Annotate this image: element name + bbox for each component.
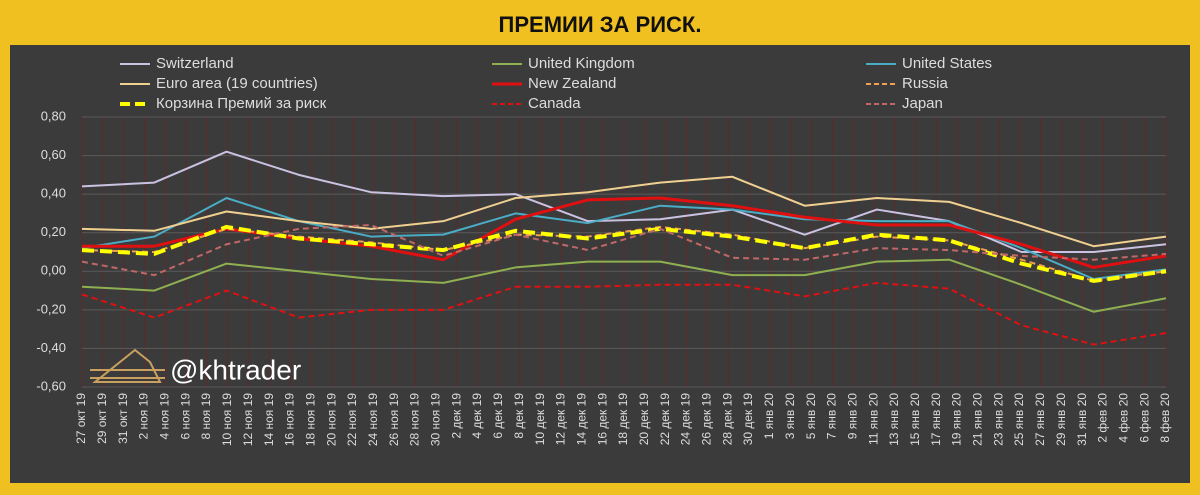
x-tick-label: 24 ноя 19 [366, 393, 380, 446]
x-tick-label: 10 ноя 19 [220, 393, 234, 446]
x-tick-label: 3 янв 20 [783, 393, 797, 440]
x-tick-label: 18 дек 19 [616, 393, 630, 446]
y-tick-label: 0,20 [41, 224, 66, 239]
y-tick-label: -0,20 [36, 301, 66, 316]
x-tick-label: 25 янв 20 [1012, 393, 1026, 446]
legend-label: Japan [902, 95, 943, 112]
legend-label: United States [902, 55, 992, 72]
x-tick-label: 12 дек 19 [554, 393, 568, 446]
x-tick-label: 21 янв 20 [971, 393, 985, 446]
x-tick-label: 13 янв 20 [887, 393, 901, 446]
x-tick-label: 8 ноя 19 [199, 393, 213, 440]
x-tick-label: 28 ноя 19 [408, 393, 422, 446]
legend-label: Russia [902, 75, 949, 92]
x-tick-label: 12 ноя 19 [241, 393, 255, 446]
x-tick-label: 29 янв 20 [1054, 393, 1068, 446]
x-tick-label: 8 фев 20 [1158, 393, 1172, 443]
x-tick-label: 29 окт 19 [95, 393, 109, 444]
series-line [81, 281, 1167, 346]
x-tick-label: 16 дек 19 [595, 393, 609, 446]
x-tick-label: 22 ноя 19 [345, 393, 359, 446]
x-tick-label: 28 дек 19 [720, 393, 734, 446]
x-tick-label: 19 янв 20 [950, 393, 964, 446]
series-line [81, 150, 1167, 253]
x-tick-label: 7 янв 20 [825, 393, 839, 440]
x-tick-label: 14 дек 19 [574, 393, 588, 446]
series-line [81, 175, 1167, 248]
x-tick-label: 6 дек 19 [491, 393, 505, 439]
series-line [81, 258, 1167, 313]
x-tick-label: 10 дек 19 [533, 393, 547, 446]
y-tick-label: 0,40 [41, 186, 66, 201]
x-tick-label: 20 дек 19 [637, 393, 651, 446]
legend-label: New Zealand [528, 75, 616, 92]
x-tick-label: 16 ноя 19 [283, 393, 297, 446]
series-line [81, 224, 1167, 277]
x-tick-label: 20 ноя 19 [324, 393, 338, 446]
y-tick-label: 0,00 [41, 263, 66, 278]
x-tick-label: 14 ноя 19 [262, 393, 276, 446]
x-tick-label: 2 фев 20 [1096, 393, 1110, 443]
y-tick-label: 0,80 [41, 108, 66, 123]
y-tick-label: 0,60 [41, 147, 66, 162]
x-tick-label: 4 фев 20 [1116, 393, 1130, 443]
x-tick-label: 26 дек 19 [700, 393, 714, 446]
x-tick-label: 31 окт 19 [116, 393, 130, 444]
x-tick-label: 15 янв 20 [908, 393, 922, 446]
watermark-icon [90, 348, 165, 383]
x-tick-label: 30 ноя 19 [429, 393, 443, 446]
x-tick-label: 27 окт 19 [74, 393, 88, 444]
legend-label: Switzerland [156, 55, 234, 72]
legend-label: Canada [528, 95, 581, 112]
x-tick-label: 4 ноя 19 [158, 393, 172, 440]
x-tick-label: 2 дек 19 [449, 393, 463, 439]
x-tick-label: 31 янв 20 [1075, 393, 1089, 446]
x-tick-label: 8 дек 19 [512, 393, 526, 439]
legend-label: United Kingdom [528, 55, 635, 72]
x-tick-label: 30 дек 19 [741, 393, 755, 446]
x-tick-label: 23 янв 20 [991, 393, 1005, 446]
x-tick-label: 6 ноя 19 [178, 393, 192, 440]
x-tick-label: 18 ноя 19 [303, 393, 317, 446]
x-tick-label: 4 дек 19 [470, 393, 484, 439]
y-tick-label: -0,40 [36, 340, 66, 355]
watermark: @khtrader [170, 354, 301, 385]
x-tick-label: 22 дек 19 [658, 393, 672, 446]
x-tick-label: 1 янв 20 [762, 393, 776, 440]
x-tick-label: 17 янв 20 [929, 393, 943, 446]
legend-label: Euro area (19 countries) [156, 75, 318, 92]
x-tick-label: 11 янв 20 [866, 393, 880, 445]
x-tick-label: 26 ноя 19 [387, 393, 401, 446]
chart-title: ПРЕМИИ ЗА РИСК. [499, 12, 702, 37]
series-line [81, 224, 1167, 283]
y-tick-label: -0,60 [36, 378, 66, 393]
x-tick-label: 6 фев 20 [1137, 393, 1151, 443]
x-tick-label: 9 янв 20 [845, 393, 859, 440]
legend-label: Корзина Премий за риск [156, 95, 327, 112]
x-tick-label: 5 янв 20 [804, 393, 818, 440]
x-tick-label: 24 дек 19 [679, 393, 693, 446]
x-tick-label: 2 ноя 19 [137, 393, 151, 440]
x-tick-label: 27 янв 20 [1033, 393, 1047, 446]
